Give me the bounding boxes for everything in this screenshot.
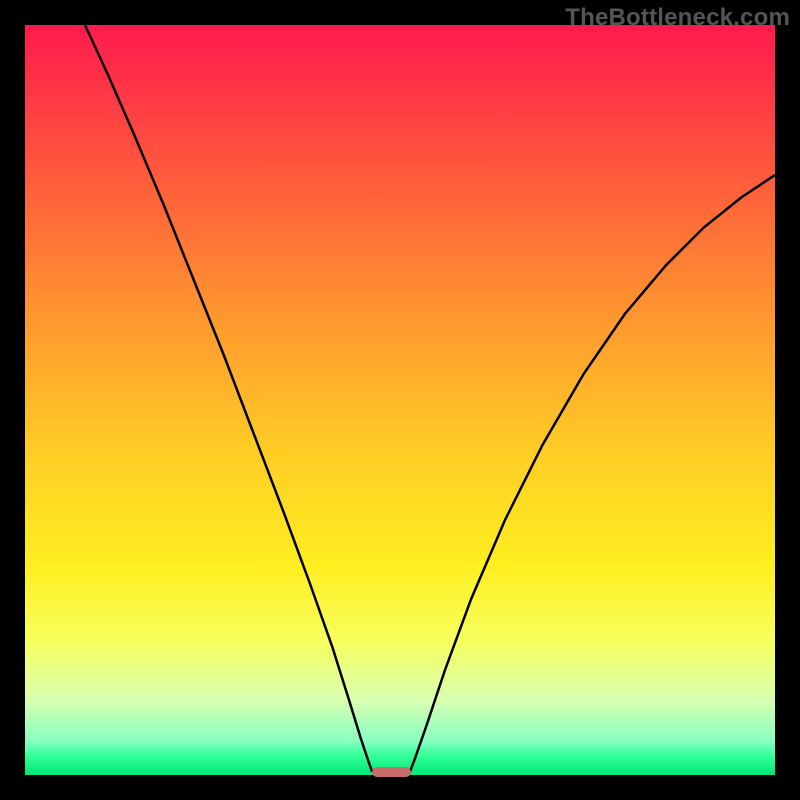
plot-area [25,25,775,775]
left-curve [85,25,372,772]
bottom-marker [372,767,411,778]
chart-container: TheBottleneck.com [0,0,800,800]
right-curve [410,175,775,772]
curve-layer [25,25,775,775]
